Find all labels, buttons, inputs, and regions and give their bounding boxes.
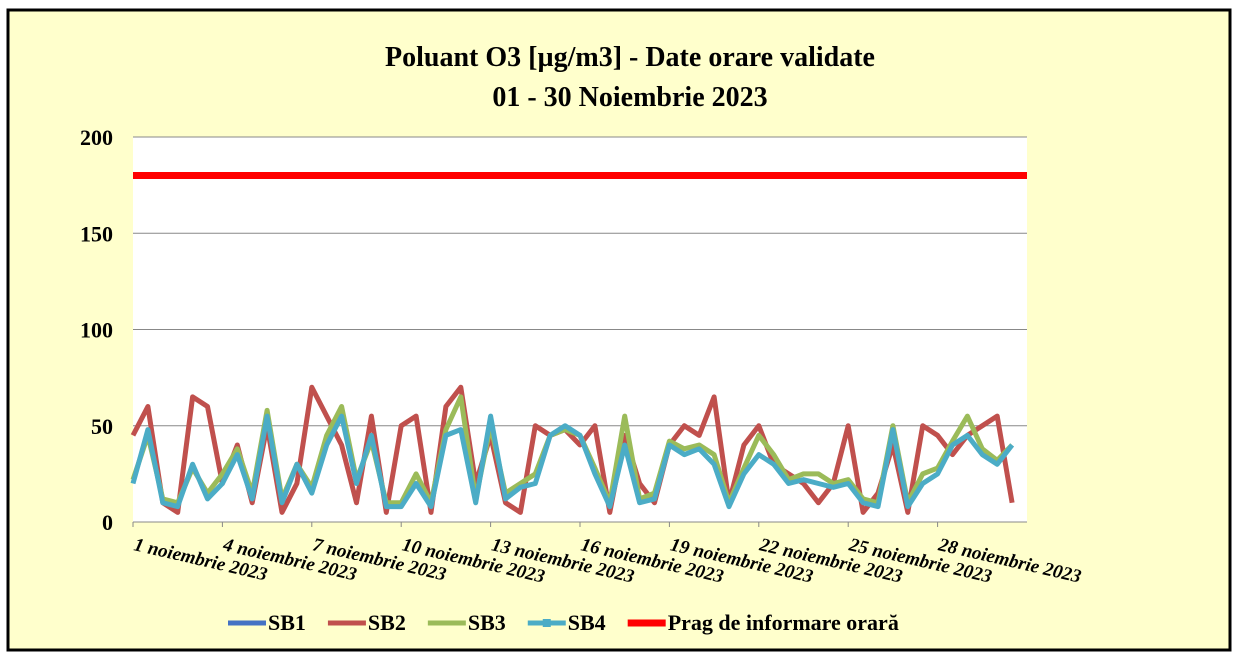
y-tick-label: 0 <box>102 510 113 535</box>
legend-label: SB4 <box>568 610 606 635</box>
chart-subtitle: 01 - 30 Noiembrie 2023 <box>492 82 767 113</box>
series-line <box>130 413 1015 510</box>
y-tick-label: 100 <box>80 318 113 343</box>
legend-label: SB1 <box>268 610 306 635</box>
y-tick-label: 200 <box>80 125 113 150</box>
legend-label: SB3 <box>468 610 506 635</box>
y-tick-label: 50 <box>91 414 113 439</box>
legend-label: Prag de informare orară <box>668 610 899 635</box>
y-tick-label: 150 <box>80 221 113 246</box>
chart-title: Poluant O3 [µg/m3] - Date orare validate <box>385 42 875 73</box>
legend-label: SB2 <box>368 610 406 635</box>
legend-marker <box>542 619 551 627</box>
